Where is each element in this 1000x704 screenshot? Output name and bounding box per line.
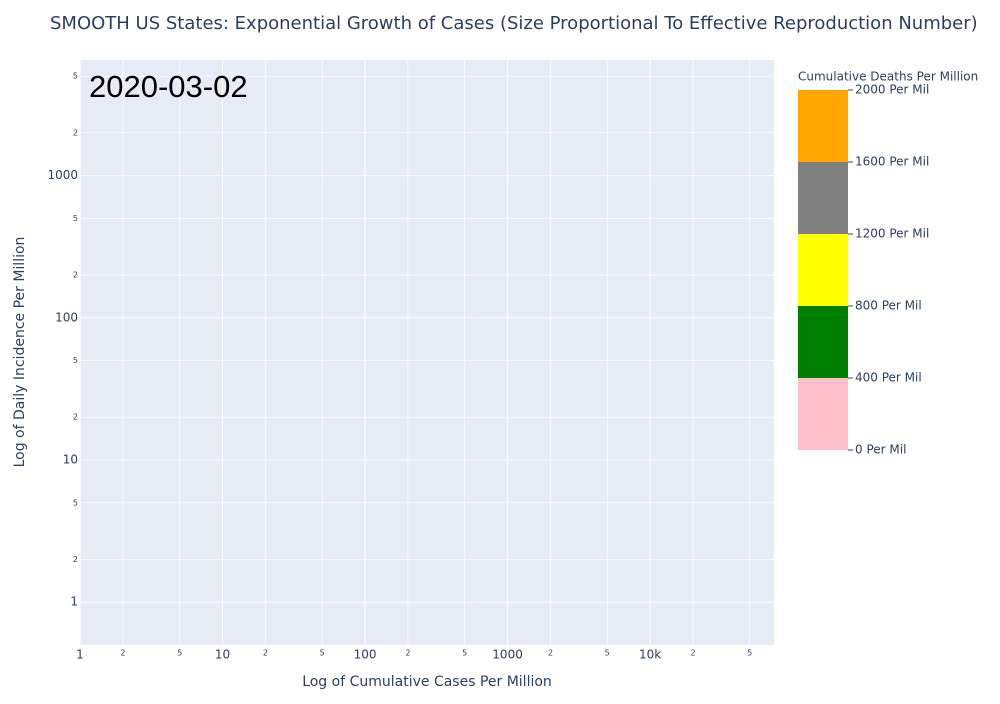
y-tick-label: 2: [73, 128, 78, 137]
colorbar-tick-label: 2000 Per Mil: [855, 83, 929, 97]
y-axis-label: Log of Daily Incidence Per Million: [12, 237, 28, 468]
x-tick-label: 5: [462, 649, 467, 658]
x-tick-label: 2: [405, 649, 410, 658]
y-tick-label: 10: [63, 452, 78, 466]
colorbar-title: Cumulative Deaths Per Million: [798, 70, 978, 84]
colorbar-band: [798, 234, 848, 306]
y-tick-label: 1000: [47, 168, 78, 182]
colorbar-tick-label: 400 Per Mil: [855, 371, 922, 385]
x-tick-label: 10: [215, 648, 230, 662]
x-tick-label: 2: [263, 649, 268, 658]
colorbar-band: [798, 90, 848, 162]
colorbar-band: [798, 306, 848, 378]
x-tick-label: 5: [747, 649, 752, 658]
x-tick-label: 1: [76, 648, 84, 662]
y-tick-label: 5: [73, 356, 78, 365]
date-annotation: 2020-03-02: [89, 69, 248, 104]
chart-title: SMOOTH US States: Exponential Growth of …: [50, 13, 978, 34]
y-tick-label: 5: [73, 498, 78, 507]
colorbar-tick-label: 0 Per Mil: [855, 443, 906, 457]
x-tick-label: 5: [177, 649, 182, 658]
y-tick-label: 2: [73, 555, 78, 564]
y-tick-label: 2: [73, 270, 78, 279]
x-axis-label: Log of Cumulative Cases Per Million: [302, 674, 552, 690]
x-tick-label: 2: [548, 649, 553, 658]
y-tick-label: 2: [73, 413, 78, 422]
y-tick-label: 100: [55, 310, 78, 324]
plot-area: [80, 60, 774, 645]
x-tick-label: 100: [354, 648, 377, 662]
x-tick-label: 10k: [639, 648, 661, 662]
colorbar-tick-label: 1200 Per Mil: [855, 227, 929, 241]
x-tick-label: 5: [320, 649, 325, 658]
x-tick-label: 2: [690, 649, 695, 658]
colorbar-tick-label: 800 Per Mil: [855, 299, 922, 313]
x-tick-label: 1000: [492, 648, 523, 662]
y-tick-label: 5: [73, 72, 78, 81]
colorbar-band: [798, 378, 848, 450]
colorbar-tick-label: 1600 Per Mil: [855, 155, 929, 169]
x-tick-label: 5: [605, 649, 610, 658]
y-tick-label: 5: [73, 214, 78, 223]
y-tick-label: 1: [70, 595, 78, 609]
colorbar-band: [798, 162, 848, 234]
x-tick-label: 2: [120, 649, 125, 658]
